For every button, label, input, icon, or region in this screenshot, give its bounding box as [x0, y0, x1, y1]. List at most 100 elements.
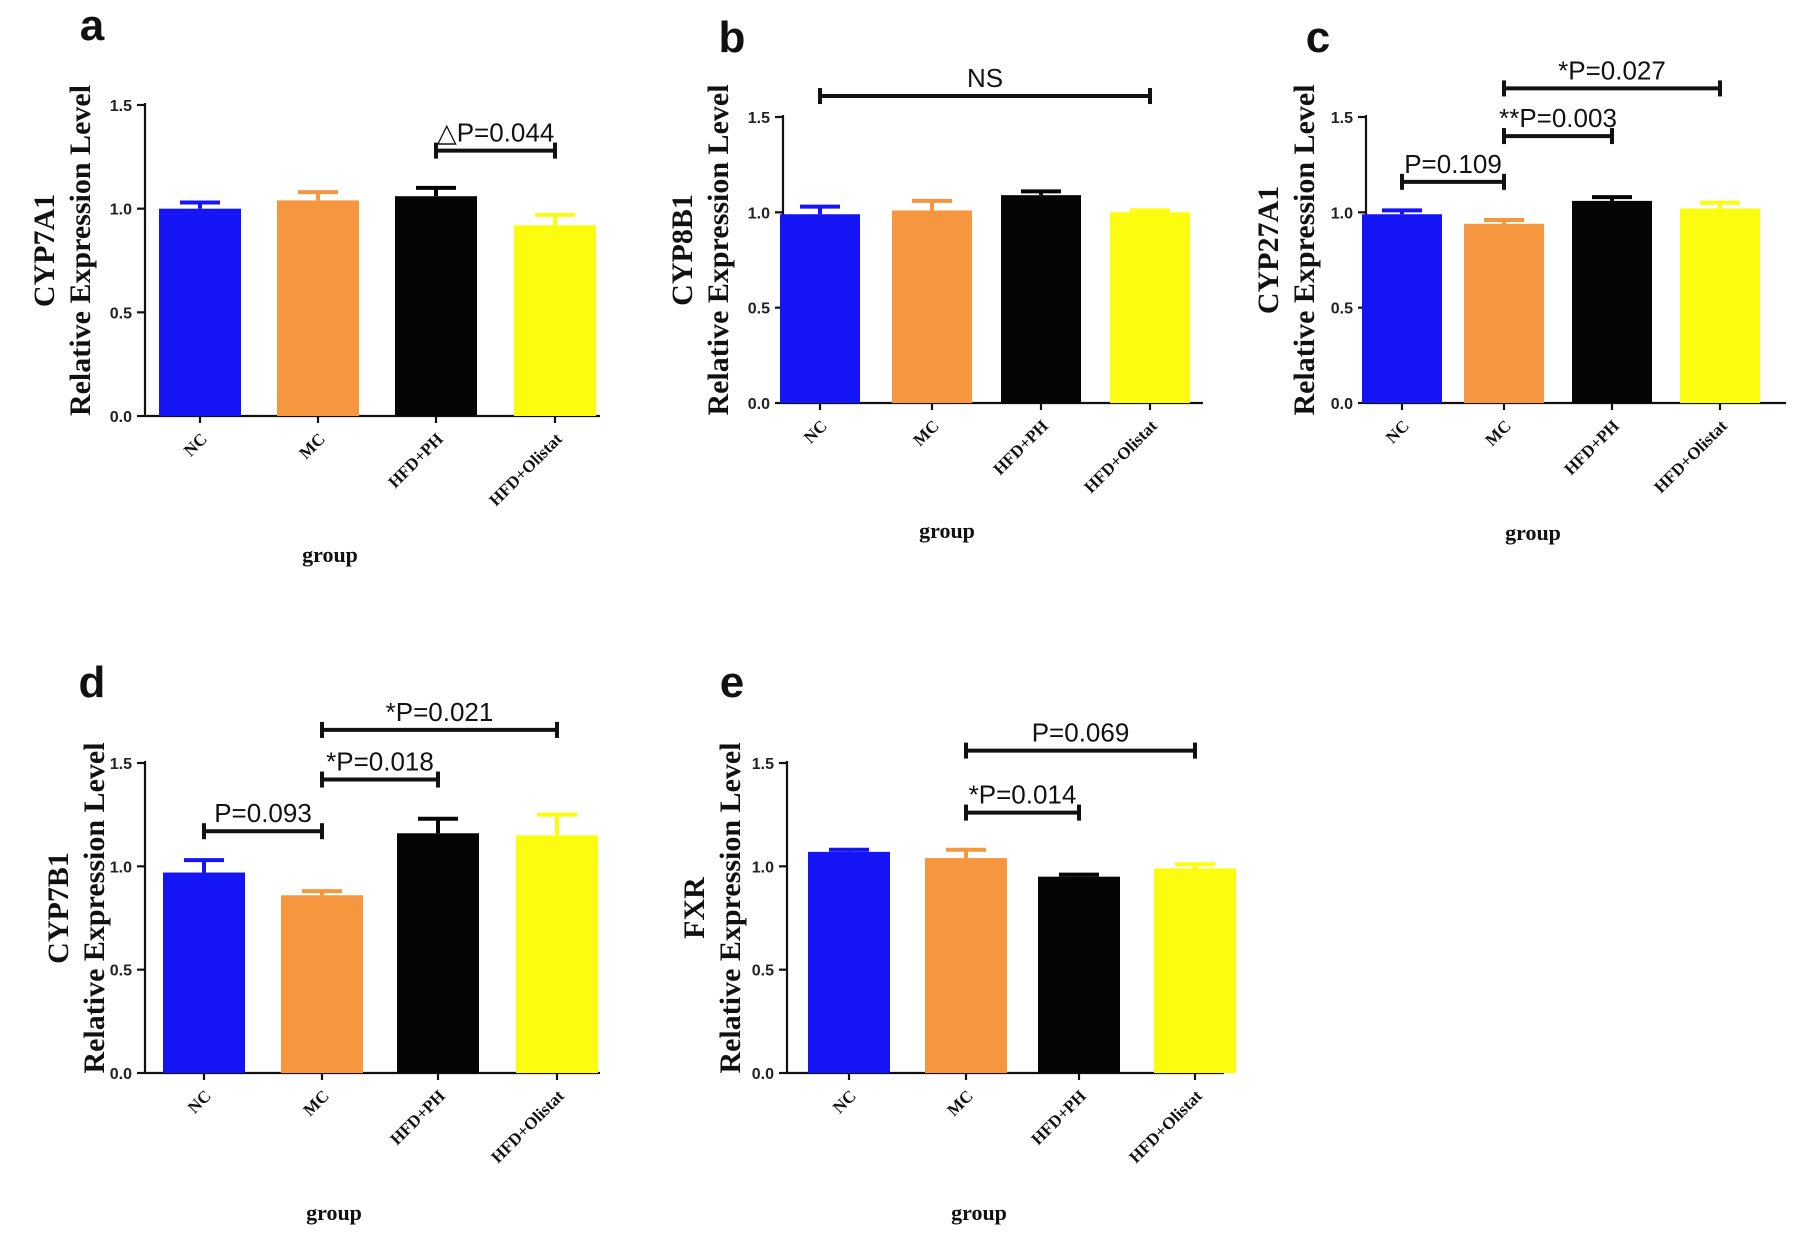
bar-hfd-ph	[1001, 195, 1081, 403]
bar-hfd-olistat	[1680, 208, 1760, 403]
bar-hfd-ph	[397, 833, 479, 1073]
p-value-label: NS	[967, 63, 1003, 93]
x-tick-label: HFD+PH	[1027, 1086, 1089, 1148]
bar-hfd-olistat	[514, 225, 596, 416]
x-axis-label: group	[1505, 520, 1561, 545]
x-tick-label: NC	[800, 416, 831, 447]
panel-a: a CYP7A1 Relative Expression Level 0.0 0.5 1.…	[28, 1, 600, 567]
y-tick-label: 0.5	[110, 963, 132, 980]
bar-mc	[892, 210, 972, 403]
significance-bracket: *P=0.018	[320, 747, 440, 788]
y-axis-gene: FXR	[678, 877, 711, 939]
x-tick-label: HFD+PH	[1560, 416, 1622, 478]
y-tick-label: 1.0	[748, 205, 770, 222]
y-tick-label: 1.5	[110, 98, 132, 115]
x-tick-label: HFD+PH	[384, 429, 446, 491]
y-axis-gene: CYP7B1	[42, 852, 75, 964]
x-tick-label: NC	[180, 429, 211, 460]
significance-bracket: *P=0.027	[1502, 55, 1722, 97]
x-tick-label: HFD+Olistat	[1125, 1086, 1206, 1167]
x-tick-label: NC	[829, 1086, 860, 1117]
bar-nc	[780, 214, 860, 403]
y-axis-label: FXR Relative Expression Level	[678, 742, 747, 1073]
y-axis-gene: CYP8B1	[666, 194, 699, 306]
panel-letter: b	[719, 13, 746, 62]
x-tick-label: NC	[184, 1086, 215, 1117]
bar-nc	[1362, 214, 1442, 403]
x-axis-label: group	[306, 1200, 362, 1225]
bar-hfd-ph	[395, 196, 477, 416]
p-value-label: *P=0.014	[969, 780, 1077, 810]
p-value-label: △P=0.044	[437, 118, 555, 148]
y-tick-label: 0.0	[110, 409, 132, 426]
bar-hfd-olistat	[1154, 868, 1236, 1073]
bar-hfd-olistat	[1110, 212, 1190, 403]
y-axis-label: CYP8B1 Relative Expression Level	[666, 84, 735, 415]
y-tick-label: 1.0	[752, 859, 774, 876]
bar-mc	[925, 858, 1007, 1073]
y-tick-label: 0.5	[748, 301, 770, 318]
y-tick-label: 1.5	[752, 756, 774, 773]
bar-mc	[281, 895, 363, 1073]
y-tick-label: 1.0	[110, 202, 132, 219]
significance-bracket: **P=0.003	[1499, 103, 1617, 145]
panel-letter: a	[80, 1, 105, 50]
y-axis-text: Relative Expression Level	[64, 85, 97, 416]
y-tick-label: 0.5	[752, 963, 774, 980]
x-axis-label: group	[919, 518, 975, 543]
x-tick-label: MC	[1481, 416, 1514, 449]
x-tick-label: MC	[295, 429, 328, 462]
y-tick-label: 0.0	[752, 1066, 774, 1083]
bar-hfd-ph	[1572, 200, 1652, 403]
x-tick-label: HFD+PH	[989, 416, 1051, 478]
y-axis-gene: CYP27A1	[1252, 186, 1285, 314]
y-tick-label: 1.5	[748, 110, 770, 127]
x-tick-label: MC	[943, 1086, 976, 1119]
significance-bracket: P=0.109	[1400, 149, 1506, 190]
p-value-label: P=0.069	[1032, 718, 1130, 748]
x-tick-label: MC	[299, 1086, 332, 1119]
bar-mc	[277, 200, 359, 416]
significance-bracket: *P=0.021	[320, 697, 559, 738]
x-tick-label: NC	[1382, 416, 1413, 447]
x-tick-label: HFD+Olistat	[1080, 416, 1161, 497]
y-axis-label: CYP7B1 Relative Expression Level	[42, 742, 111, 1073]
panel-letter: c	[1306, 13, 1330, 62]
y-axis-text: Relative Expression Level	[714, 742, 747, 1073]
y-tick-label: 0.5	[110, 305, 132, 322]
panel-e: e FXR Relative Expression Level 0.0 0.5 1.0 1.…	[678, 658, 1236, 1225]
x-tick-label: HFD+Olistat	[487, 1086, 568, 1167]
significance-bracket: P=0.069	[964, 718, 1197, 759]
y-axis-text: Relative Expression Level	[1288, 84, 1321, 415]
bar-nc	[163, 872, 245, 1073]
y-axis-text: Relative Expression Level	[702, 84, 735, 415]
panel-b: b CYP8B1 Relative Expression Level 0.0 0.5 1.…	[666, 13, 1203, 543]
x-axis-label: group	[951, 1200, 1007, 1225]
x-tick-label: HFD+Olistat	[485, 429, 566, 510]
bar-hfd-olistat	[516, 835, 598, 1073]
y-tick-label: 1.5	[110, 756, 132, 773]
x-tick-label: MC	[909, 416, 942, 449]
bar-hfd-ph	[1038, 876, 1120, 1073]
bar-mc	[1464, 223, 1544, 403]
p-value-label: *P=0.021	[386, 697, 494, 727]
significance-bracket: P=0.093	[202, 798, 324, 840]
x-axis-label: group	[302, 542, 358, 567]
significance-bracket: △P=0.044	[434, 118, 557, 159]
significance-bracket: *P=0.014	[964, 780, 1081, 821]
y-axis-label: CYP27A1 Relative Expression Level	[1252, 84, 1321, 415]
p-value-label: **P=0.003	[1499, 103, 1617, 133]
x-tick-label: HFD+Olistat	[1650, 416, 1731, 497]
y-axis-gene: CYP7A1	[28, 194, 61, 307]
y-tick-label: 0.5	[1331, 301, 1353, 318]
panel-letter: d	[79, 658, 106, 707]
y-axis-label: CYP7A1 Relative Expression Level	[28, 85, 97, 416]
panel-letter: e	[720, 658, 744, 707]
y-tick-label: 1.0	[1331, 205, 1353, 222]
y-tick-label: 1.5	[1331, 110, 1353, 127]
x-tick-label: HFD+PH	[386, 1086, 448, 1148]
y-tick-label: 1.0	[110, 859, 132, 876]
panel-c: c CYP27A1 Relative Expression Level 0.0 0.5 1…	[1252, 13, 1786, 545]
